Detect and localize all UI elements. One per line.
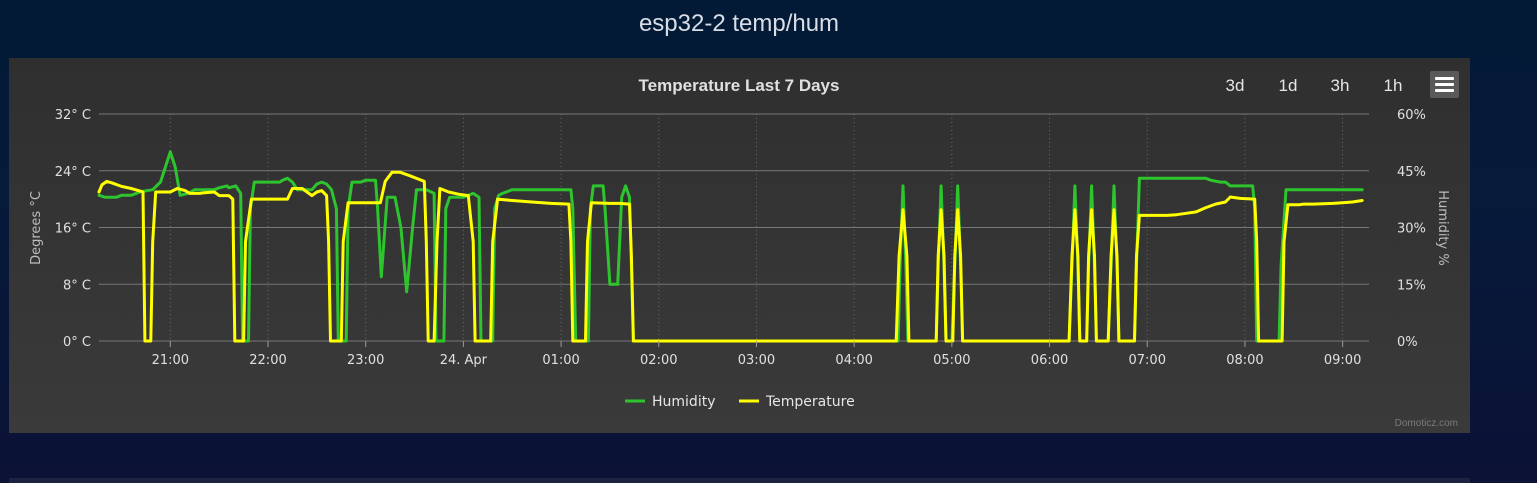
x-tick-label: 08:00 [1226,353,1263,368]
legend-item-humidity[interactable]: Humidity [625,394,715,410]
y-right-tick-label: 15% [1397,278,1426,293]
next-panel-edge [9,478,1470,483]
y-right-tick-label: 0% [1397,335,1418,350]
range-button-1d[interactable]: 1d [1279,76,1298,95]
chart-panel: 21:00 22:00 23:00 24. Apr 01:00 02:00 03:00 04:… [9,58,1470,433]
y-left-tick-label: 16° C [55,222,91,237]
range-button-3h[interactable]: 3h [1331,76,1350,95]
chart-title: Temperature Last 7 Days [639,76,840,95]
x-tick-label: 21:00 [152,353,189,368]
x-tick-label: 04:00 [835,353,872,368]
x-tick-label: 01:00 [542,353,579,368]
temperature-chart: 21:00 22:00 23:00 24. Apr 01:00 02:00 03:00 04:… [29,71,1459,429]
range-button-3d[interactable]: 3d [1226,76,1245,95]
y-axis-left-title: Degrees °C [29,191,44,265]
series-line-temperature[interactable] [97,170,1364,343]
y-left-tick-label: 8° C [63,278,91,293]
y-right-tick-label: 30% [1397,222,1426,237]
series-layer [97,150,1364,343]
legend-humidity-label: Humidity [652,394,715,410]
credits-link[interactable]: Domoticz.com [1395,418,1458,429]
page-title: esp32-2 temp/hum [638,10,840,37]
x-tick-label: 09:00 [1324,353,1361,368]
x-tick-label: 03:00 [738,353,775,368]
hamburger-menu-icon[interactable] [1430,71,1459,98]
y-left-tick-label: 32° C [55,108,91,123]
y-right-tick-label: 60% [1397,108,1426,123]
x-tick-label: 05:00 [933,353,970,368]
grid-layer [99,113,1369,342]
y-left-tick-label: 0° C [63,335,91,350]
y-axis-right-title: Humidity % [1435,190,1450,265]
range-buttons: 3d 1d 3h 1h [1226,76,1403,95]
y-right-tick-label: 45% [1397,165,1426,180]
range-button-1h[interactable]: 1h [1384,76,1403,95]
x-tick-label: 06:00 [1031,353,1068,368]
x-tick-label: 22:00 [249,353,286,368]
series-line-humidity[interactable] [97,150,1364,343]
legend-item-temperature[interactable]: Temperature [739,394,855,410]
x-tick-label: 23:00 [347,353,384,368]
y-left-tick-label: 24° C [55,165,91,180]
legend: Humidity Temperature [625,394,855,410]
x-tick-label: 24. Apr [440,353,488,368]
x-tick-label: 07:00 [1129,353,1166,368]
legend-temperature-label: Temperature [765,394,855,410]
axis-layer: 21:00 22:00 23:00 24. Apr 01:00 02:00 03:00 04:… [55,108,1426,368]
x-tick-label: 02:00 [640,353,677,368]
